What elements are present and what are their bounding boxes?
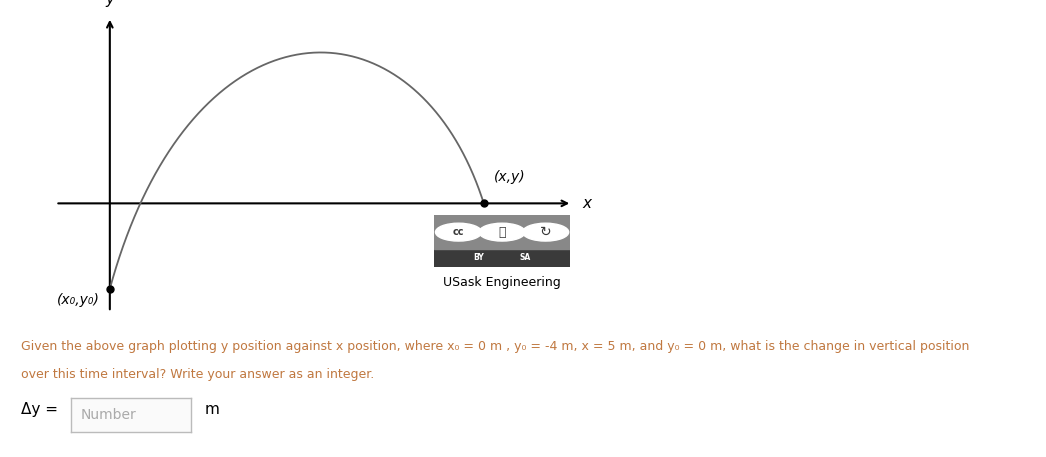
Circle shape: [522, 223, 569, 241]
Text: over this time interval? Write your answer as an integer.: over this time interval? Write your answ…: [21, 368, 374, 381]
Text: Number: Number: [81, 408, 136, 422]
Text: x: x: [583, 196, 591, 211]
Text: USask Engineering: USask Engineering: [444, 276, 561, 289]
Text: SA: SA: [520, 253, 530, 262]
Text: (x,y): (x,y): [494, 170, 525, 184]
FancyBboxPatch shape: [434, 215, 570, 267]
Circle shape: [479, 223, 525, 241]
Text: m: m: [205, 402, 220, 416]
FancyBboxPatch shape: [434, 215, 570, 249]
Text: (x₀,y₀): (x₀,y₀): [56, 293, 99, 307]
Text: Δy =: Δy =: [21, 402, 58, 416]
Text: Ⓘ: Ⓘ: [498, 226, 506, 239]
Text: y: y: [106, 0, 114, 7]
Text: Given the above graph plotting y position against x position, where x₀ = 0 m , y: Given the above graph plotting y positio…: [21, 340, 970, 353]
Text: ↻: ↻: [540, 225, 551, 239]
Circle shape: [435, 223, 481, 241]
Text: BY: BY: [474, 253, 484, 262]
Text: cc: cc: [453, 227, 464, 237]
